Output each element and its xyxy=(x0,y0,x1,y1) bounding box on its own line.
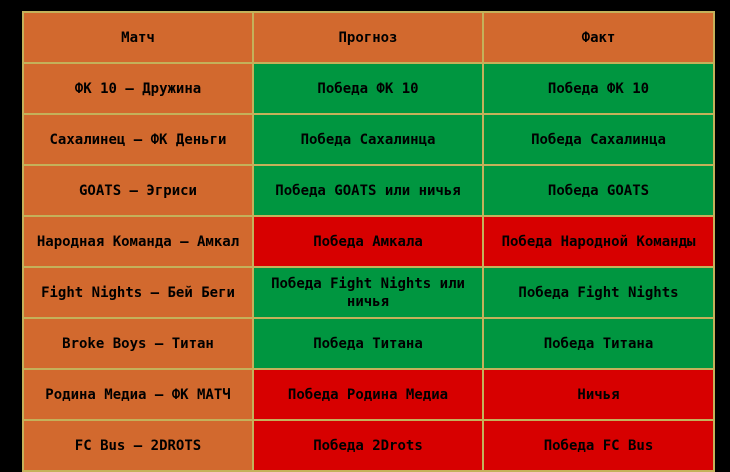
fact-cell: Победа Fight Nights xyxy=(482,266,715,319)
prediction-cell: Победа Родина Медиа xyxy=(252,368,484,421)
prediction-cell: Победа GOATS или ничья xyxy=(252,164,484,217)
prediction-cell: Победа ФК 10 xyxy=(252,62,484,115)
match-cell: Fight Nights – Бей Беги xyxy=(22,266,254,319)
table-row: Народная Команда – Амкал Победа Амкала Поб… xyxy=(22,215,715,268)
fact-cell: Победа Народной Команды xyxy=(482,215,715,268)
fact-cell: Победа Сахалинца xyxy=(482,113,715,166)
prediction-cell: Победа Титана xyxy=(252,317,484,370)
header-match: Матч xyxy=(22,11,254,64)
table-row: GOATS – Эгриси Победа GOATS или ничья Побе… xyxy=(22,164,715,217)
prediction-cell: Победа Fight Nights или ничья xyxy=(252,266,484,319)
table-row: FC Bus – 2DROTS Победа 2Drots Победа FC Bu… xyxy=(22,419,715,472)
prediction-cell: Победа 2Drots xyxy=(252,419,484,472)
table-header: Матч Прогноз Факт xyxy=(22,11,715,64)
predictions-table: Матч Прогноз Факт ФК 10 – Дружина Победа … xyxy=(22,11,715,472)
table-row: Сахалинец – ФК Деньги Победа Сахалинца Поб… xyxy=(22,113,715,166)
fact-cell: Победа ФК 10 xyxy=(482,62,715,115)
fact-cell: Ничья xyxy=(482,368,715,421)
match-cell: ФК 10 – Дружина xyxy=(22,62,254,115)
match-cell: GOATS – Эгриси xyxy=(22,164,254,217)
table-row: Fight Nights – Бей Беги Победа Fight Nigh… xyxy=(22,266,715,319)
header-row: Матч Прогноз Факт xyxy=(22,11,715,64)
table-row: Broke Boys – Титан Победа Титана Победа Ти… xyxy=(22,317,715,370)
table-body: ФК 10 – Дружина Победа ФК 10 Победа ФК 10 С… xyxy=(22,62,715,472)
match-cell: Broke Boys – Титан xyxy=(22,317,254,370)
fact-cell: Победа Титана xyxy=(482,317,715,370)
table-row: ФК 10 – Дружина Победа ФК 10 Победа ФК 10 xyxy=(22,62,715,115)
prediction-cell: Победа Сахалинца xyxy=(252,113,484,166)
fact-cell: Победа FC Bus xyxy=(482,419,715,472)
match-cell: Сахалинец – ФК Деньги xyxy=(22,113,254,166)
header-fact: Факт xyxy=(482,11,715,64)
fact-cell: Победа GOATS xyxy=(482,164,715,217)
match-cell: Родина Медиа – ФК МАТЧ xyxy=(22,368,254,421)
table-row: Родина Медиа – ФК МАТЧ Победа Родина Меди… xyxy=(22,368,715,421)
prediction-cell: Победа Амкала xyxy=(252,215,484,268)
match-cell: Народная Команда – Амкал xyxy=(22,215,254,268)
header-prediction: Прогноз xyxy=(252,11,484,64)
match-cell: FC Bus – 2DROTS xyxy=(22,419,254,472)
